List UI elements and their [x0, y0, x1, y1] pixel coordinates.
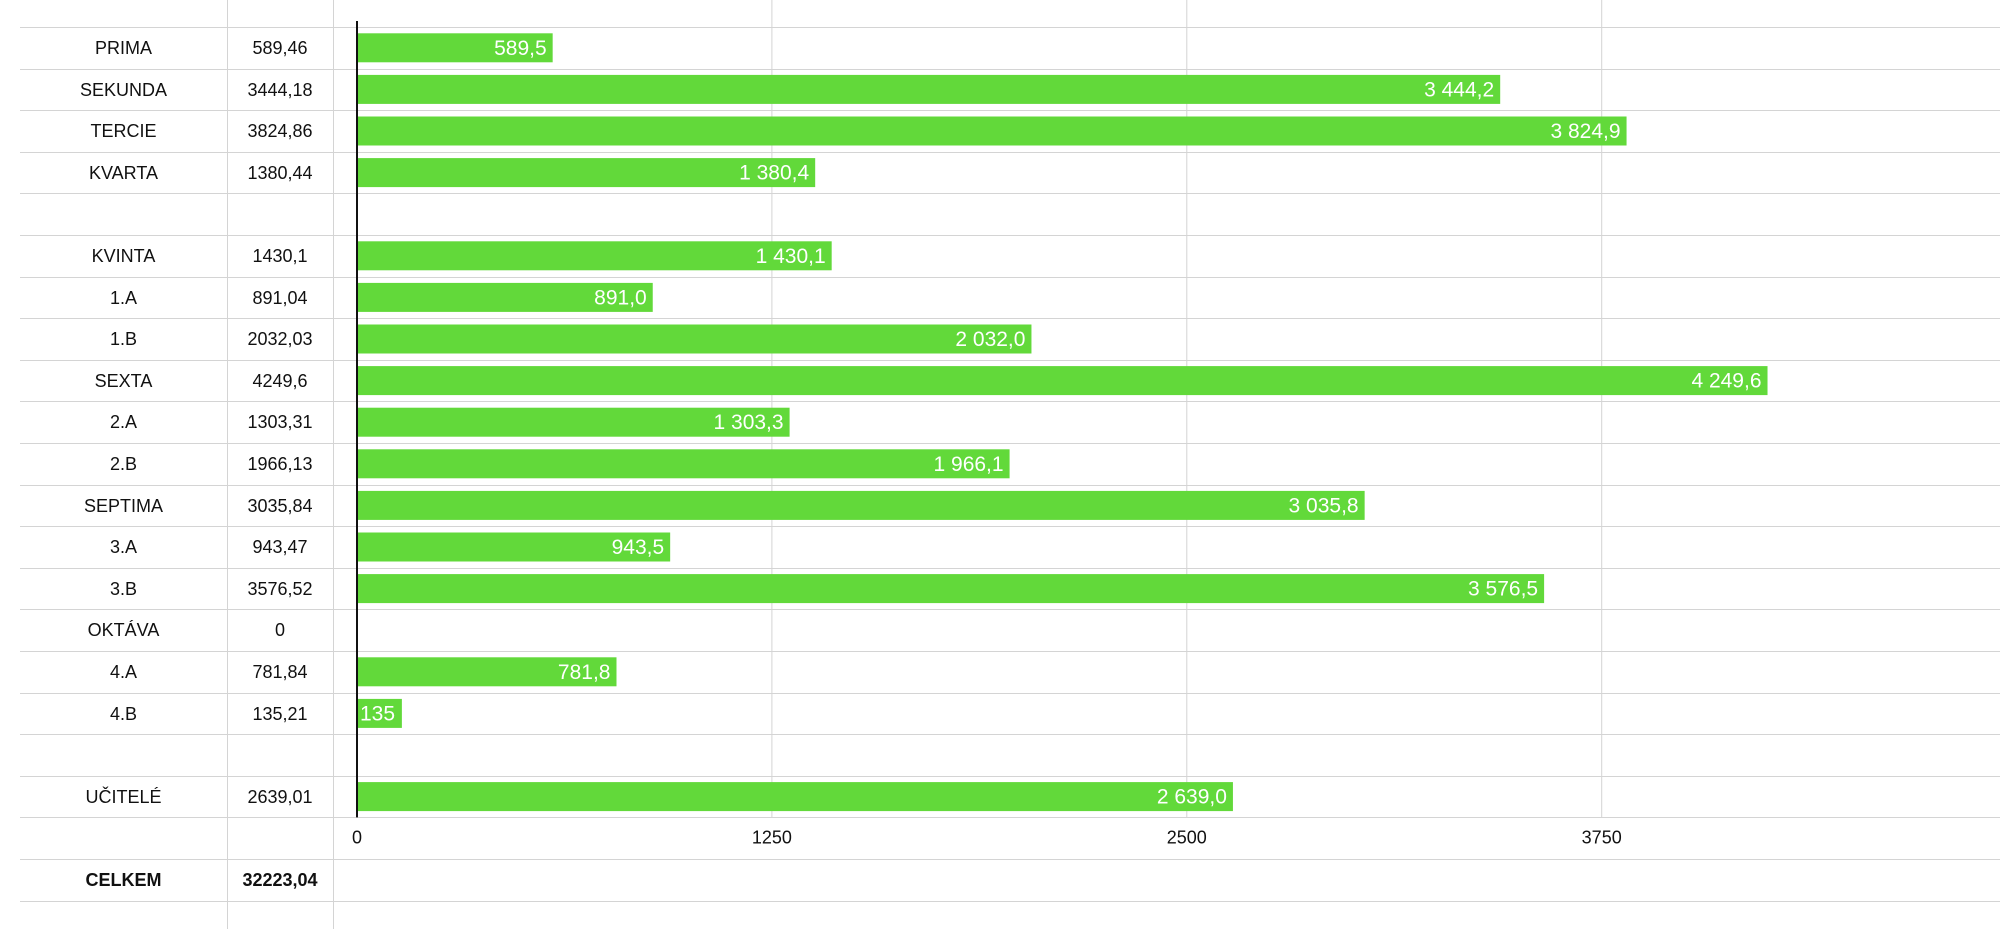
- chart-bar: [358, 241, 832, 271]
- row-label-cell[interactable]: TERCIE: [90, 120, 157, 141]
- row-label-cell[interactable]: SEPTIMA: [83, 495, 163, 516]
- bar-data-label: 781,8: [558, 661, 611, 684]
- chart-bar: [358, 449, 1010, 479]
- row-gridline: [20, 526, 2000, 527]
- chart-bar: [358, 490, 1365, 520]
- x-tick-label: 1250: [752, 827, 792, 847]
- row-label-cell[interactable]: 3.A: [109, 536, 138, 557]
- row-value-cell[interactable]: 3444,18: [247, 79, 313, 100]
- row-gridline: [20, 651, 2000, 652]
- row-gridline: [20, 235, 2000, 236]
- row-label-cell[interactable]: 1.A: [109, 287, 138, 308]
- chart-bar: [358, 532, 671, 562]
- row-value-cell[interactable]: 3576,52: [247, 578, 313, 599]
- row-value-cell[interactable]: 3035,84: [247, 495, 313, 516]
- row-value-cell[interactable]: 1380,44: [247, 162, 313, 183]
- row-gridline: [20, 901, 2000, 902]
- bar-data-label: 2 032,0: [955, 328, 1025, 351]
- row-value-cell[interactable]: 1303,31: [247, 411, 313, 432]
- x-tick-label: 2500: [1167, 827, 1207, 847]
- row-value-cell[interactable]: 0: [274, 619, 285, 640]
- row-gridline: [20, 859, 2000, 860]
- chart-bar: [358, 116, 1627, 146]
- x-tick-label: 3750: [1582, 827, 1622, 847]
- bar-data-label: 943,5: [612, 536, 665, 559]
- row-gridline: [20, 734, 2000, 735]
- chart-bar: [358, 33, 553, 63]
- bar-data-label: 1 966,1: [934, 453, 1004, 476]
- row-gridline: [20, 609, 2000, 610]
- row-label-cell[interactable]: KVINTA: [91, 245, 156, 266]
- total-value-cell[interactable]: 32223,04: [242, 869, 318, 890]
- row-gridline: [20, 27, 2000, 28]
- chart-bar: [358, 782, 1233, 812]
- row-gridline: [20, 401, 2000, 402]
- row-value-cell[interactable]: 943,47: [252, 536, 308, 557]
- row-value-cell[interactable]: 589,46: [252, 37, 308, 58]
- chart-bar: [358, 74, 1501, 104]
- bar-data-label: 3 576,5: [1468, 578, 1538, 601]
- row-gridline: [20, 776, 2000, 777]
- chart-bar: [358, 282, 653, 312]
- bar-data-label: 2 639,0: [1157, 786, 1227, 809]
- bar-data-label: 1 430,1: [756, 245, 826, 268]
- row-label-cell[interactable]: SEKUNDA: [79, 79, 168, 100]
- row-value-cell[interactable]: 4249,6: [252, 370, 308, 391]
- row-gridline: [20, 318, 2000, 319]
- bar-data-label: 3 824,9: [1550, 120, 1620, 143]
- x-tick-label: 0: [352, 827, 362, 847]
- row-label-cell[interactable]: SEXTA: [94, 370, 153, 391]
- row-value-cell[interactable]: 1430,1: [252, 245, 308, 266]
- chart-bar: [358, 324, 1032, 354]
- bar-data-label: 3 444,2: [1424, 78, 1494, 101]
- chart-bar: [358, 158, 816, 188]
- row-gridline: [20, 485, 2000, 486]
- row-value-cell[interactable]: 781,84: [252, 661, 308, 682]
- row-label-cell[interactable]: 3.B: [109, 578, 138, 599]
- row-label-cell[interactable]: 2.A: [109, 411, 138, 432]
- row-gridline: [20, 69, 2000, 70]
- bar-data-label: 1 380,4: [739, 162, 809, 185]
- row-label-cell[interactable]: 4.A: [109, 661, 138, 682]
- row-gridline: [20, 193, 2000, 194]
- bar-data-label: 589,5: [494, 37, 547, 60]
- column-gridline: [227, 0, 228, 929]
- row-gridline: [20, 110, 2000, 111]
- chart-bar: [358, 657, 617, 687]
- row-gridline: [20, 693, 2000, 694]
- chart-bar: [358, 698, 402, 728]
- row-value-cell[interactable]: 1966,13: [247, 453, 313, 474]
- row-value-cell[interactable]: 135,21: [252, 703, 308, 724]
- row-label-cell[interactable]: 1.B: [109, 328, 138, 349]
- row-label-cell[interactable]: OKTÁVA: [87, 619, 160, 640]
- row-gridline: [20, 277, 2000, 278]
- bar-data-label: 4 249,6: [1691, 370, 1761, 393]
- row-gridline: [20, 360, 2000, 361]
- row-label-cell[interactable]: KVARTA: [88, 162, 159, 183]
- row-gridline: [20, 817, 2000, 818]
- row-value-cell[interactable]: 3824,86: [247, 120, 313, 141]
- bar-data-label: 135: [360, 702, 395, 725]
- row-value-cell[interactable]: 891,04: [252, 287, 308, 308]
- row-gridline: [20, 443, 2000, 444]
- bar-data-label: 3 035,8: [1289, 494, 1359, 517]
- total-label-cell[interactable]: CELKEM: [85, 869, 162, 890]
- row-label-cell[interactable]: 2.B: [109, 453, 138, 474]
- row-label-cell[interactable]: 4.B: [109, 703, 138, 724]
- row-value-cell[interactable]: 2639,01: [247, 786, 313, 807]
- column-gridline: [333, 0, 334, 929]
- chart-bar: [358, 366, 1768, 396]
- row-gridline: [20, 152, 2000, 153]
- row-label-cell[interactable]: PRIMA: [94, 37, 152, 58]
- bar-data-label: 891,0: [594, 286, 647, 309]
- chart-bar: [358, 574, 1545, 604]
- bar-data-label: 1 303,3: [714, 411, 784, 434]
- chart-bar: [358, 407, 790, 437]
- row-gridline: [20, 568, 2000, 569]
- row-value-cell[interactable]: 2032,03: [247, 328, 313, 349]
- row-label-cell[interactable]: UČITELÉ: [85, 786, 162, 807]
